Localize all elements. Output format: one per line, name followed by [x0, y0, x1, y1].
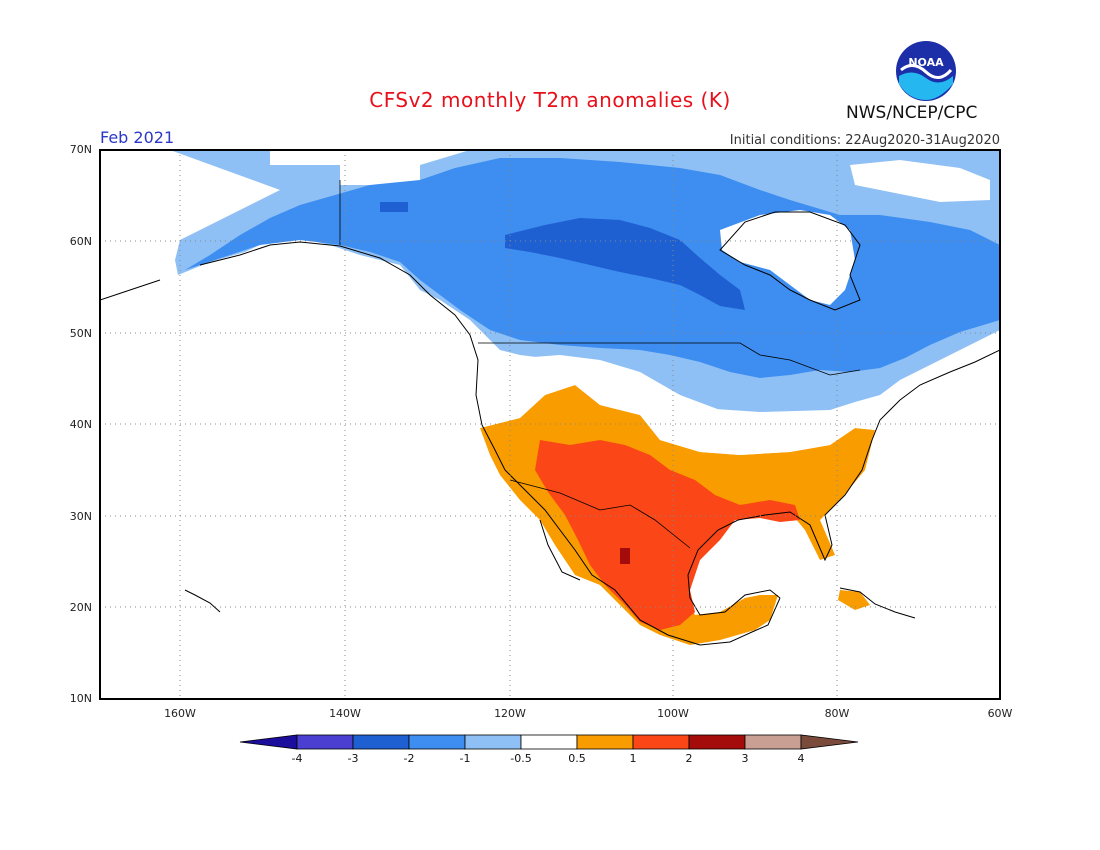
initial-conditions: Initial conditions: 22Aug2020-31Aug2020: [729, 133, 1000, 148]
graticule: [100, 150, 1000, 699]
colorbar-swatch: [632, 734, 690, 750]
noaa-logo: NOAA: [896, 41, 956, 101]
anomaly-dark-blue-patch: [380, 202, 408, 212]
lat-label-10n: 10N: [69, 692, 92, 705]
anomaly-neutral-greenland: [720, 210, 855, 305]
org-label: NWS/NCEP/CPC: [846, 103, 978, 123]
colorbar-swatch: [800, 734, 859, 750]
colorbar-label: 4: [797, 752, 805, 765]
colorbar-label: -3: [347, 752, 359, 765]
anomaly-neutral-arctic: [850, 160, 990, 202]
colorbar-label: -4: [291, 752, 303, 765]
anomaly-orange-cuba: [838, 590, 870, 610]
lat-label-40n: 40N: [69, 418, 92, 431]
forecast-period: Feb 2021: [100, 128, 175, 147]
colorbar-label: 1: [629, 752, 637, 765]
lat-label-20n: 20N: [69, 601, 92, 614]
colorbar-label: -2: [403, 752, 415, 765]
anomaly-neutral-us: [475, 355, 875, 455]
colorbar-swatch: [576, 734, 634, 750]
map-title: CFSv2 monthly T2m anomalies (K): [369, 88, 731, 112]
lon-label-100w: 100W: [657, 707, 689, 720]
lon-label-120w: 120W: [494, 707, 526, 720]
lat-label-30n: 30N: [69, 510, 92, 523]
anomaly-red: [535, 440, 800, 630]
colorbar-swatch: [520, 734, 578, 750]
colorbar-label: -0.5: [510, 752, 532, 765]
lon-label-140w: 140W: [329, 707, 361, 720]
anomaly-field: [100, 150, 1000, 645]
anomaly-neutral-pacific: [100, 150, 170, 235]
lat-label-50n: 50N: [69, 327, 92, 340]
colorbar-label: -1: [459, 752, 471, 765]
colorbar-swatch: [744, 734, 802, 750]
map-frame: [99, 149, 1001, 700]
colorbar-swatch: [352, 734, 410, 750]
colorbar-swatch: [464, 734, 522, 750]
lon-label-60w: 60W: [987, 707, 1013, 720]
lon-label-160w: 160W: [164, 707, 196, 720]
logo-text: NOAA: [908, 56, 944, 69]
colorbar-swatch: [408, 734, 466, 750]
anomaly-dark-red: [620, 548, 630, 564]
colorbar-label: 3: [741, 752, 749, 765]
lat-label-60n: 60N: [69, 235, 92, 248]
coastlines: [100, 211, 1000, 646]
lon-label-80w: 80W: [824, 707, 850, 720]
lat-label-70n: 70N: [69, 143, 92, 156]
colorbar-swatch: [296, 734, 354, 750]
colorbar: [239, 734, 859, 750]
colorbar-label: 2: [685, 752, 693, 765]
colorbar-swatch: [688, 734, 746, 750]
colorbar-swatch: [239, 734, 298, 750]
political-borders: [339, 180, 861, 549]
colorbar-label: 0.5: [568, 752, 586, 765]
